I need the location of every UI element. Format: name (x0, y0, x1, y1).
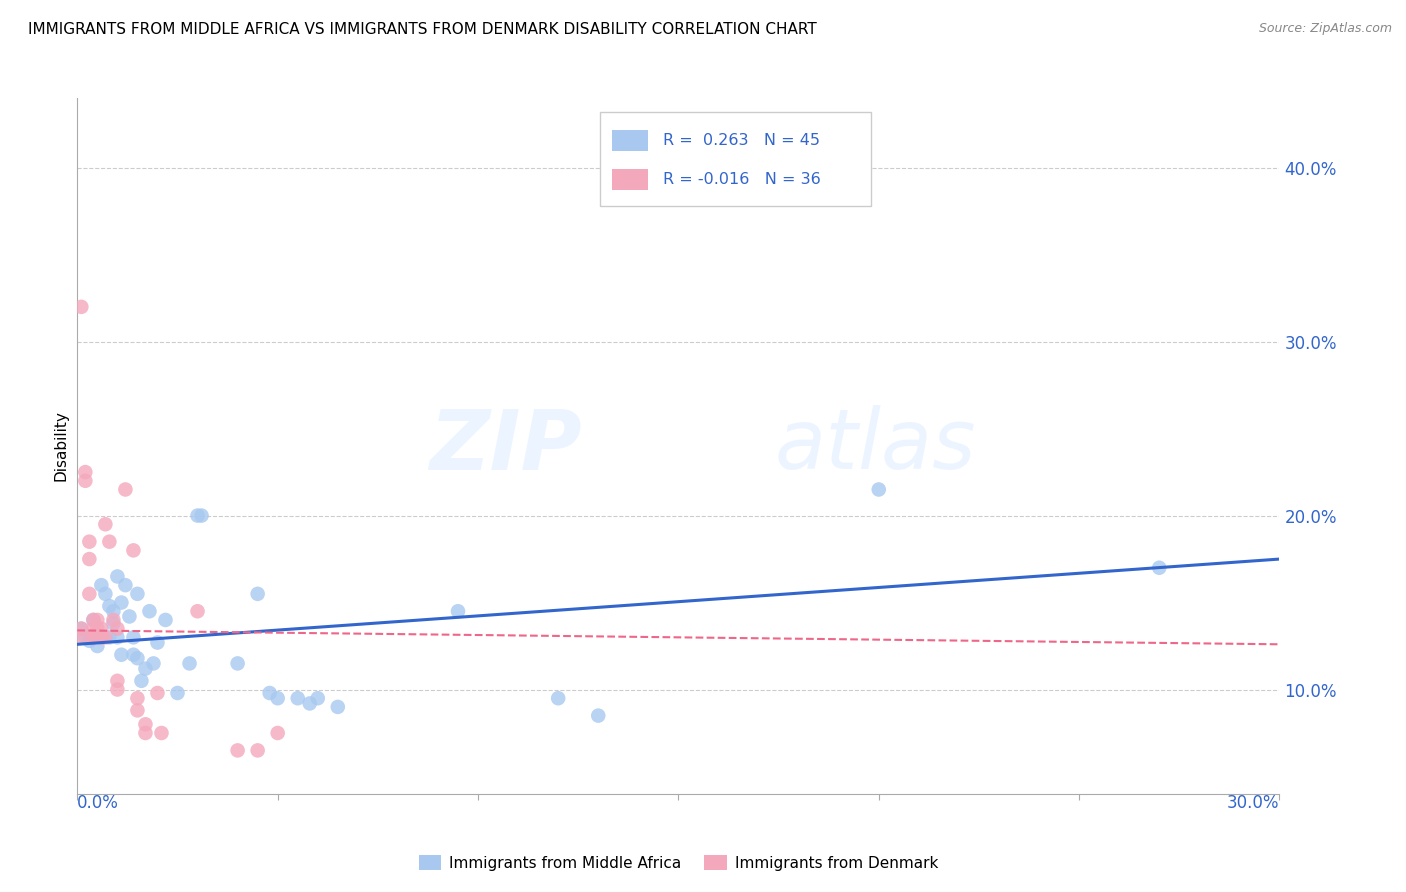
Point (134, 726, 156, 740)
Point (226, 657, 249, 671)
Point (259, 686, 281, 700)
Point (127, 587, 149, 601)
Point (547, 691, 569, 706)
Point (94, 630, 117, 644)
Point (142, 657, 165, 671)
Point (86, 639, 108, 653)
Point (107, 630, 129, 644)
Point (166, 686, 188, 700)
Point (75, 630, 97, 644)
Point (1149, 561, 1171, 575)
Point (150, 726, 173, 740)
Point (868, 483, 890, 497)
Point (155, 613, 177, 627)
Point (82, 613, 104, 627)
Point (94, 517, 117, 532)
Point (79, 552, 101, 566)
Point (107, 673, 129, 688)
Point (98, 630, 121, 644)
Point (82, 622, 104, 636)
Point (131, 673, 153, 688)
Point (114, 483, 136, 497)
Point (90, 630, 112, 644)
Point (98, 599, 121, 613)
Point (146, 635, 169, 649)
Point (187, 508, 209, 523)
Point (82, 613, 104, 627)
Point (82, 630, 104, 644)
Point (267, 726, 290, 740)
Point (70, 622, 93, 636)
Point (118, 609, 141, 624)
Point (70, 622, 93, 636)
Point (90, 622, 112, 636)
Point (103, 616, 125, 631)
Text: Source: ZipAtlas.com: Source: ZipAtlas.com (1258, 22, 1392, 36)
Legend: Immigrants from Middle Africa, Immigrants from Denmark: Immigrants from Middle Africa, Immigrant… (412, 848, 945, 877)
Text: IMMIGRANTS FROM MIDDLE AFRICA VS IMMIGRANTS FROM DENMARK DISABILITY CORRELATION : IMMIGRANTS FROM MIDDLE AFRICA VS IMMIGRA… (28, 22, 817, 37)
Point (190, 508, 212, 523)
Point (86, 622, 108, 636)
Point (226, 743, 249, 757)
Point (326, 699, 349, 714)
Point (70, 630, 93, 644)
Point (103, 613, 125, 627)
Text: 30.0%: 30.0% (1227, 794, 1279, 812)
Point (90, 578, 112, 592)
Point (107, 622, 129, 636)
Point (588, 708, 610, 723)
Point (75, 465, 97, 479)
Point (98, 534, 121, 549)
Point (82, 630, 104, 644)
Bar (612, 129, 648, 151)
Bar (612, 169, 648, 190)
Point (70, 300, 93, 314)
Point (122, 543, 145, 558)
Point (146, 686, 169, 700)
Text: R =  0.263   N = 45: R = 0.263 N = 45 (662, 133, 820, 148)
Point (114, 578, 136, 592)
Point (79, 534, 101, 549)
Point (134, 662, 156, 676)
Text: 0.0%: 0.0% (77, 794, 120, 812)
Text: atlas: atlas (775, 406, 976, 486)
Point (287, 691, 309, 706)
Point (103, 604, 125, 618)
Y-axis label: Disability: Disability (53, 410, 69, 482)
Text: ZIP: ZIP (430, 406, 582, 486)
Text: R = -0.016   N = 36: R = -0.016 N = 36 (662, 172, 821, 187)
Point (134, 717, 156, 731)
Point (94, 587, 117, 601)
Point (75, 474, 97, 488)
Point (122, 648, 145, 662)
Point (127, 703, 149, 717)
Point (79, 587, 101, 601)
Point (138, 604, 160, 618)
Point (122, 630, 145, 644)
Point (246, 587, 269, 601)
Point (246, 743, 269, 757)
Point (267, 691, 290, 706)
Point (79, 633, 101, 648)
Point (127, 651, 149, 665)
Point (307, 691, 329, 706)
Point (298, 697, 321, 711)
Point (179, 657, 201, 671)
FancyBboxPatch shape (600, 112, 870, 206)
Point (110, 596, 132, 610)
Point (110, 648, 132, 662)
Point (107, 682, 129, 697)
Point (86, 613, 108, 627)
Point (86, 627, 108, 641)
Point (447, 604, 470, 618)
Point (187, 604, 209, 618)
Point (107, 569, 129, 583)
Point (127, 691, 149, 706)
Point (90, 630, 112, 644)
